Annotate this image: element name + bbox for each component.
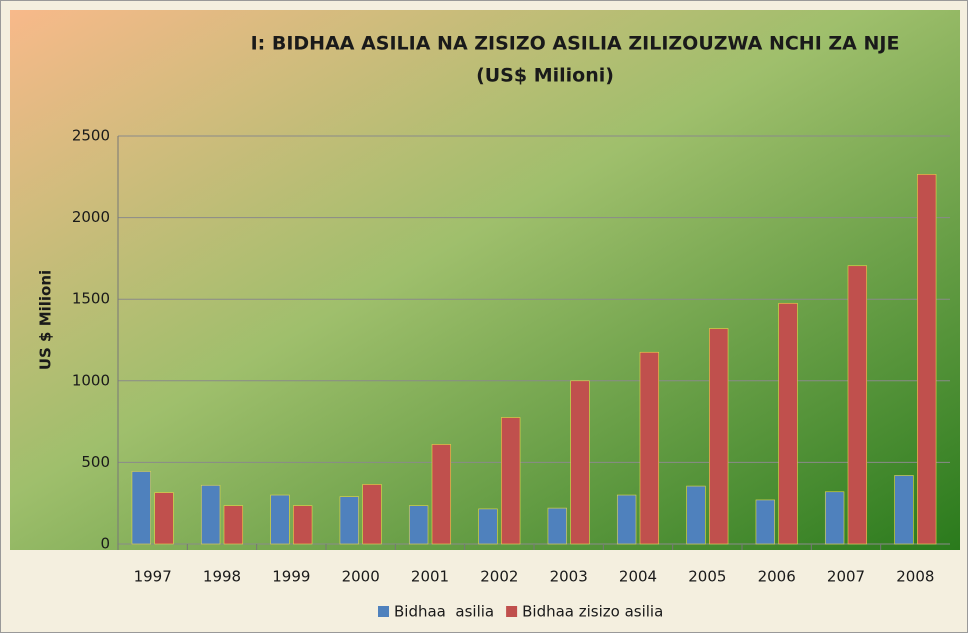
bar (917, 174, 937, 545)
bar (270, 494, 290, 545)
bar (339, 496, 359, 545)
x-tick-label: 2001 (411, 568, 449, 586)
bar (293, 505, 313, 545)
bar (223, 505, 244, 545)
legend-label: Bidhaa zisizo asilia (522, 603, 663, 621)
y-tick-label: 0 (100, 535, 110, 553)
y-axis-label: US $ Milioni (37, 270, 55, 370)
bar (200, 484, 221, 545)
chart-title: I: BIDHAA ASILIA NA ZISIZO ASILIA ZILIZO… (251, 33, 900, 55)
bar (362, 484, 382, 545)
legend-label: Bidhaa asilia (394, 603, 494, 621)
bar (131, 471, 151, 545)
x-tick-label: 1998 (203, 568, 241, 586)
plot-background (10, 10, 960, 550)
bar (154, 492, 174, 545)
y-tick-label: 2000 (72, 208, 110, 226)
bar (501, 417, 521, 545)
y-tick-label: 2500 (72, 127, 110, 145)
legend-swatch (506, 606, 518, 617)
bar (686, 485, 706, 545)
x-tick-label: 2002 (480, 568, 518, 586)
x-tick-label: 1999 (272, 568, 310, 586)
y-tick-label: 1000 (72, 371, 110, 389)
bar (709, 328, 729, 545)
bar (547, 507, 567, 545)
bar (755, 499, 775, 545)
x-tick-label: 2003 (550, 568, 588, 586)
x-tick-label: 2008 (896, 568, 934, 586)
bar (478, 508, 498, 545)
bar (847, 265, 868, 545)
x-tick-label: 1997 (134, 568, 172, 586)
bar (824, 491, 845, 545)
x-tick-label: 2004 (619, 568, 657, 586)
bar (778, 302, 798, 545)
x-tick-label: 2000 (342, 568, 380, 586)
bar (616, 494, 637, 545)
x-tick-label: 2007 (827, 568, 865, 586)
bar (408, 505, 429, 545)
chart-subtitle: (US$ Milioni) (476, 65, 614, 87)
y-tick-label: 1500 (72, 290, 110, 308)
y-tick-label: 500 (81, 453, 110, 471)
bar (431, 444, 452, 545)
bar (894, 475, 914, 545)
bar (639, 351, 660, 545)
x-tick-label: 2005 (688, 568, 726, 586)
bar (570, 380, 590, 545)
x-tick-label: 2006 (758, 568, 796, 586)
legend-swatch (378, 606, 389, 617)
